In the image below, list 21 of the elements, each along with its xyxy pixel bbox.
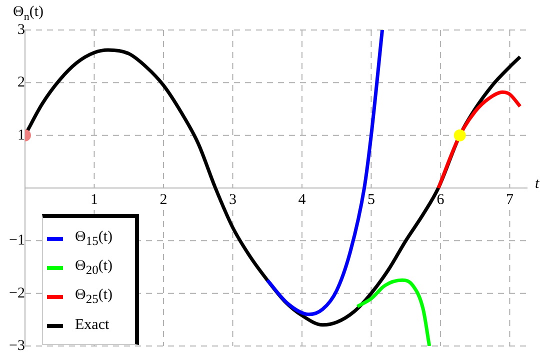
x-axis-title: t xyxy=(535,176,540,192)
y-tick-label: 2 xyxy=(18,74,25,91)
legend-label: Θ$_{15}$(t) xyxy=(75,228,113,248)
line-series xyxy=(356,278,432,346)
x-tick-label: 2 xyxy=(160,192,168,208)
x-tick-label: 4 xyxy=(298,192,306,208)
line-series xyxy=(436,90,522,190)
y-tick-label: −1 xyxy=(9,232,25,249)
x-tick-label: 6 xyxy=(436,192,445,208)
legend-label: Exact xyxy=(75,317,110,334)
x-tick-label: 5 xyxy=(367,192,375,208)
x-tick-label: 3 xyxy=(228,192,236,208)
y-tick-label: 3 xyxy=(18,22,25,38)
legend-label: Θ$_{25}$(t) xyxy=(75,286,113,306)
line-series xyxy=(266,30,384,316)
y-tick-label: 1 xyxy=(18,127,25,144)
y-tick-label: −3 xyxy=(9,338,25,354)
legend-label: Θ$_{20}$(t) xyxy=(75,258,113,278)
x-tick-label: 1 xyxy=(90,192,98,208)
y-tick-label: −2 xyxy=(9,285,25,302)
x-tick-label: 7 xyxy=(506,192,514,208)
